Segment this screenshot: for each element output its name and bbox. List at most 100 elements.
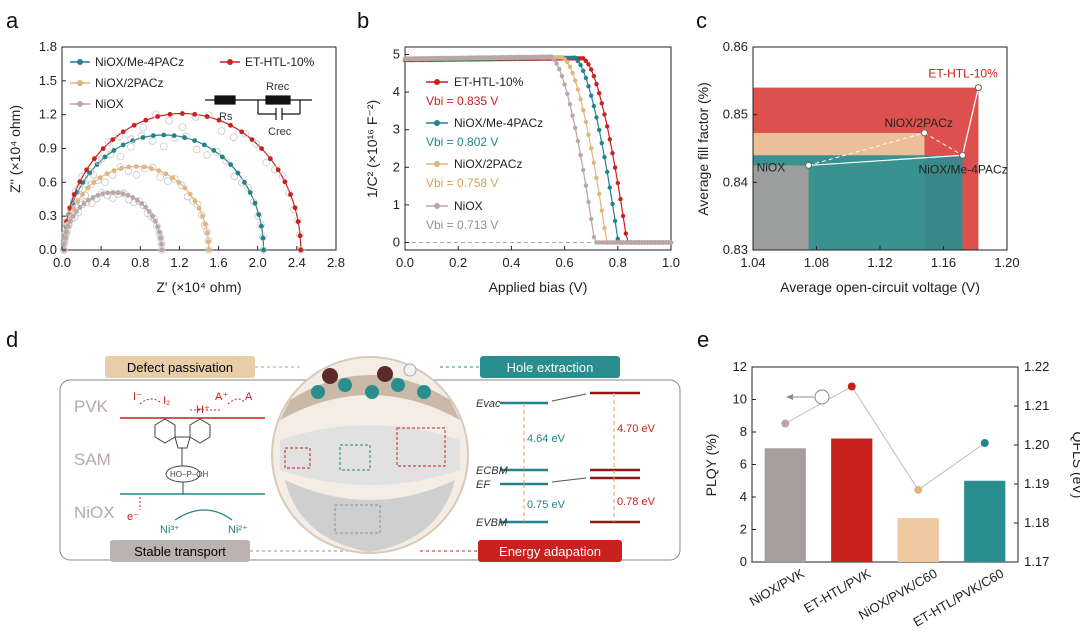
ms-point-3 [668,240,674,245]
a-ytick-label: 0.0 [39,242,57,257]
a-ytick-label: 1.5 [39,73,57,88]
ms-point-1 [591,103,597,109]
electron-label: e⁻ [127,511,139,523]
nyquist-point-0 [140,135,146,140]
nyquist-point-0 [161,132,167,138]
ms-point-0 [591,74,597,79]
nyquist-point-3 [130,195,136,200]
panel-label-d: d [6,327,18,352]
nyquist-point-3 [70,213,76,219]
ms-point-2 [562,57,567,62]
ms-point-1 [589,93,594,98]
ecbm-label: ECBM [476,465,509,477]
plqy-arrow-head [786,394,793,400]
nyquist-raw-point [87,199,96,208]
ms-point-2 [602,225,607,231]
legend-b-me: NiOX/Me-4PACz [454,116,543,130]
nyquist-point-2 [149,166,154,171]
chart-b: 0.0 0.2 0.4 0.6 0.8 1.0 0 1 2 3 4 5 Applied bias (… [364,46,680,295]
circuit-rs: Rs [219,111,233,123]
chart-c-ylabel: Average fill factor (%) [695,82,711,216]
schematic-d: Defect passivation Hole extraction Stabl… [59,356,681,562]
plqy-bar-3 [964,480,1006,562]
ms-point-0 [607,137,612,142]
ms-point-1 [602,154,607,160]
ms-point-2 [586,132,591,137]
ms-point-1 [583,75,589,81]
ms-point-1 [610,201,615,207]
plqy-bar-2 [897,518,939,562]
e2-ytick-label: 1.18 [1024,515,1049,530]
nyquist-point-1 [292,205,298,211]
nyquist-raw-point [78,173,86,181]
nyquist-raw-point [203,151,211,159]
ms-point-3 [583,183,589,188]
ni-arrow [174,509,233,521]
legend-b-2pacz: NiOX/2PACz [454,157,522,171]
nyquist-point-1 [71,192,77,197]
nyquist-point-3 [61,241,67,247]
ms-curve-1 [405,57,671,244]
e-xtick-label: NiOX/PVK [747,565,807,608]
nyquist-raw-point [127,135,135,143]
e2-ytick-label: 1.22 [1024,359,1049,374]
legend-marker-2pacz [77,80,83,86]
nyquist-point-3 [105,190,111,196]
nyquist-point-3 [159,247,165,253]
nyquist-point-1 [275,167,281,173]
nyquist-point-2 [75,198,81,204]
a-xtick-label: 0.4 [92,255,110,270]
ms-point-2 [599,208,604,213]
nyquist-point-3 [81,201,87,206]
nyquist-raw-point [200,221,209,230]
nyquist-point-0 [171,133,177,139]
nyquist-point-0 [192,138,198,144]
equivalent-circuit [205,95,312,120]
chart-b-xlabel: Applied bias (V) [489,279,588,295]
nyquist-point-3 [143,204,149,210]
nyquist-point-3 [134,197,140,203]
nyquist-point-3 [120,191,126,197]
ms-point-2 [594,175,599,181]
ms-point-1 [573,55,578,60]
path-niox-2pacz [808,132,925,166]
legend-a-et: ET-HTL-10% [245,55,315,69]
plqy-bar-1 [831,438,873,562]
ms-point-3 [562,82,567,87]
nyquist-fit-0 [63,134,265,251]
ms-curve-0 [404,57,671,244]
ms-point-3 [589,216,594,222]
nyquist-raw-point [278,172,287,180]
nyquist-raw-point [127,142,135,151]
nyquist-point-1 [249,137,255,143]
ms-point-2 [583,119,589,125]
ms-point-2 [575,87,581,92]
ms-point-1 [612,218,618,224]
nyquist-point-1 [84,167,89,173]
ms-point-3 [586,199,591,205]
niox-label-d: NiOX [74,503,115,522]
b-ytick-label: 3 [393,122,400,137]
nyquist-point-0 [260,235,266,241]
nyquist-point-1 [155,114,161,119]
nyquist-raw-point [183,192,192,201]
path-niox-me [808,154,963,167]
nyquist-point-3 [77,204,83,210]
nyquist-point-2 [182,185,188,191]
ni2-label: Ni²⁺ [228,524,248,536]
nyquist-point-3 [86,197,91,203]
b-ytick-label: 5 [393,47,400,62]
nyquist-point-0 [87,170,92,176]
panel-label-c: c [696,8,707,33]
nyquist-raw-point [115,132,124,141]
nyquist-raw-point [160,142,168,151]
voc-ff-point-2 [959,151,967,159]
legend-marker-niox [77,101,83,107]
stable-label: Stable transport [134,544,226,559]
ms-point-0 [597,91,602,96]
ms-point-2 [573,78,578,83]
nyquist-point-2 [196,205,202,211]
b-xtick-label: 0.4 [502,255,520,270]
chart-e-y2label: QFLS (eV) [1070,432,1080,499]
nyquist-raw-point [205,246,213,254]
